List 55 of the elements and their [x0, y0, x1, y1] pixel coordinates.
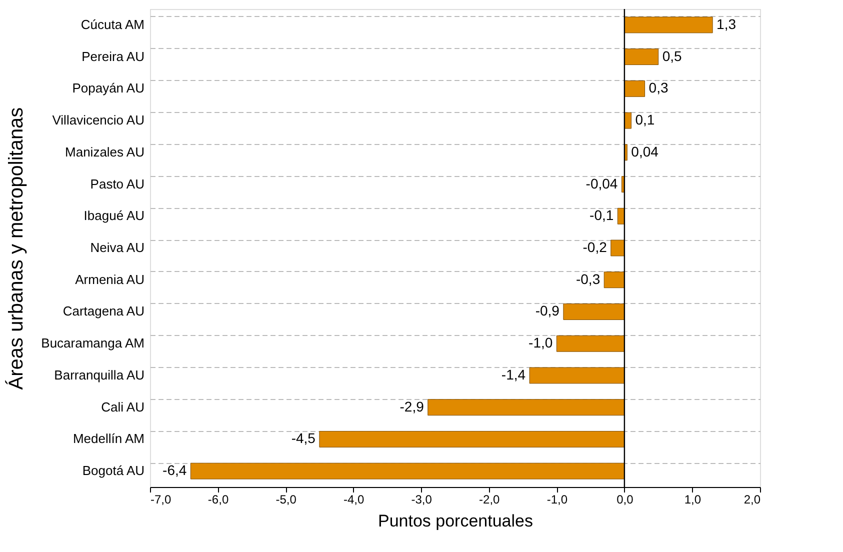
data-label: -0,1 — [590, 207, 614, 224]
data-label: 0,1 — [635, 112, 655, 128]
y-axis-title: Áreas urbanas y metropolitanas — [4, 107, 28, 390]
data-label: -0,2 — [582, 239, 608, 255]
y-tick-label: Pereira AU — [82, 48, 144, 64]
bar — [319, 430, 625, 448]
bar — [624, 48, 659, 66]
bar — [190, 462, 625, 480]
x-axis-title: Puntos porcentuales — [378, 512, 533, 530]
bar — [529, 367, 625, 384]
y-tick-label: Bogotá AU — [82, 463, 144, 478]
y-tick-label: Neiva AU — [90, 240, 144, 255]
y-tick-label: Cartagena AU — [62, 304, 144, 319]
x-tick-label: 2,0 — [744, 492, 761, 506]
x-tick-label: -7,0 — [150, 492, 172, 506]
data-label: -1,4 — [501, 366, 526, 382]
data-label: 0,04 — [631, 143, 659, 160]
data-label: 0,5 — [662, 48, 682, 64]
data-label: -6,4 — [162, 462, 187, 478]
x-tick-label: -2,0 — [479, 492, 500, 506]
y-tick-label: Barranquilla AU — [54, 367, 144, 382]
y-tick-label: Ibagué AU — [84, 208, 144, 224]
y-tick-label: Manizales AU — [65, 144, 144, 160]
data-label: -1,0 — [528, 334, 553, 351]
data-label: -0,04 — [586, 175, 618, 192]
y-tick-label: Cali AU — [101, 399, 144, 414]
x-tick-label: 1,0 — [684, 492, 702, 506]
x-tick-label: -4,0 — [343, 492, 364, 506]
bar — [610, 240, 625, 256]
y-tick-label: Armenia AU — [75, 272, 144, 287]
data-label: 1,3 — [716, 16, 736, 32]
data-label: -0,3 — [576, 270, 600, 287]
data-label: -4,5 — [291, 430, 316, 446]
bar — [617, 208, 625, 224]
x-tick-label: 0,0 — [616, 492, 634, 506]
data-label: -2,9 — [400, 398, 424, 414]
data-label: -0,9 — [535, 302, 560, 319]
x-tick-label: -5,0 — [276, 492, 297, 506]
y-tick-label: Villavicencio AU — [52, 112, 144, 128]
x-tick-label: -1,0 — [546, 492, 568, 506]
bar — [563, 304, 625, 320]
data-label: 0,3 — [648, 80, 668, 96]
bar — [624, 16, 713, 34]
x-tick-label: -6,0 — [208, 492, 229, 506]
bar — [428, 399, 625, 416]
bar — [556, 335, 625, 352]
bar — [624, 80, 646, 97]
x-tick-label: -3,0 — [411, 492, 432, 506]
y-tick-label: Bucaramanga AM — [41, 336, 144, 351]
bar — [604, 272, 625, 288]
y-tick-label: Popayán AU — [72, 80, 144, 96]
bar — [624, 112, 632, 129]
y-tick-label: Pasto AU — [90, 176, 144, 192]
y-tick-label: Cúcuta AM — [80, 16, 144, 32]
y-tick-label: Medellín AM — [72, 431, 144, 446]
